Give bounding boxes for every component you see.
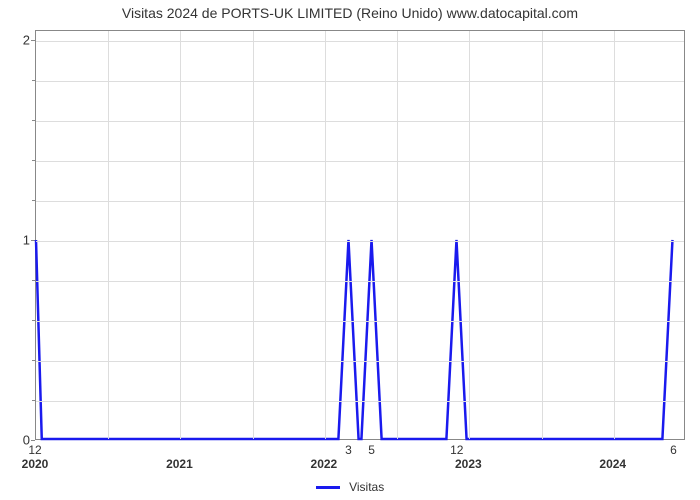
y-tick-label: 1 bbox=[5, 233, 30, 248]
series-line-visitas bbox=[36, 240, 672, 439]
plot-area bbox=[35, 30, 685, 440]
x-value-label: 3 bbox=[345, 443, 352, 457]
x-year-label: 2023 bbox=[455, 457, 482, 471]
x-value-label: 5 bbox=[368, 443, 375, 457]
x-value-label: 12 bbox=[28, 443, 41, 457]
grid-line-horizontal-minor bbox=[36, 401, 684, 402]
x-year-label: 2020 bbox=[22, 457, 49, 471]
grid-line-horizontal-minor bbox=[36, 161, 684, 162]
grid-line-vertical bbox=[542, 31, 543, 439]
chart-container: Visitas 2024 de PORTS-UK LIMITED (Reino … bbox=[0, 0, 700, 500]
grid-line-vertical bbox=[325, 31, 326, 439]
grid-line-vertical bbox=[108, 31, 109, 439]
x-year-label: 2021 bbox=[166, 457, 193, 471]
grid-line-horizontal-minor bbox=[36, 281, 684, 282]
legend: Visitas bbox=[0, 479, 700, 494]
x-value-label: 12 bbox=[450, 443, 463, 457]
grid-line-vertical bbox=[180, 31, 181, 439]
line-series bbox=[36, 31, 684, 439]
grid-line-horizontal-minor bbox=[36, 201, 684, 202]
grid-line-vertical bbox=[469, 31, 470, 439]
grid-line-horizontal bbox=[36, 241, 684, 242]
grid-line-horizontal-minor bbox=[36, 121, 684, 122]
y-tick-mark bbox=[31, 440, 35, 441]
x-value-label: 6 bbox=[670, 443, 677, 457]
grid-line-horizontal-minor bbox=[36, 361, 684, 362]
y-tick-label: 0 bbox=[5, 433, 30, 448]
grid-line-vertical bbox=[253, 31, 254, 439]
grid-line-horizontal-minor bbox=[36, 321, 684, 322]
legend-swatch bbox=[316, 486, 340, 489]
grid-line-horizontal bbox=[36, 41, 684, 42]
grid-line-vertical bbox=[614, 31, 615, 439]
legend-label: Visitas bbox=[349, 480, 384, 494]
x-year-label: 2024 bbox=[599, 457, 626, 471]
chart-title: Visitas 2024 de PORTS-UK LIMITED (Reino … bbox=[0, 5, 700, 21]
grid-line-horizontal-minor bbox=[36, 81, 684, 82]
grid-line-vertical bbox=[397, 31, 398, 439]
y-tick-label: 2 bbox=[5, 33, 30, 48]
x-year-label: 2022 bbox=[311, 457, 338, 471]
